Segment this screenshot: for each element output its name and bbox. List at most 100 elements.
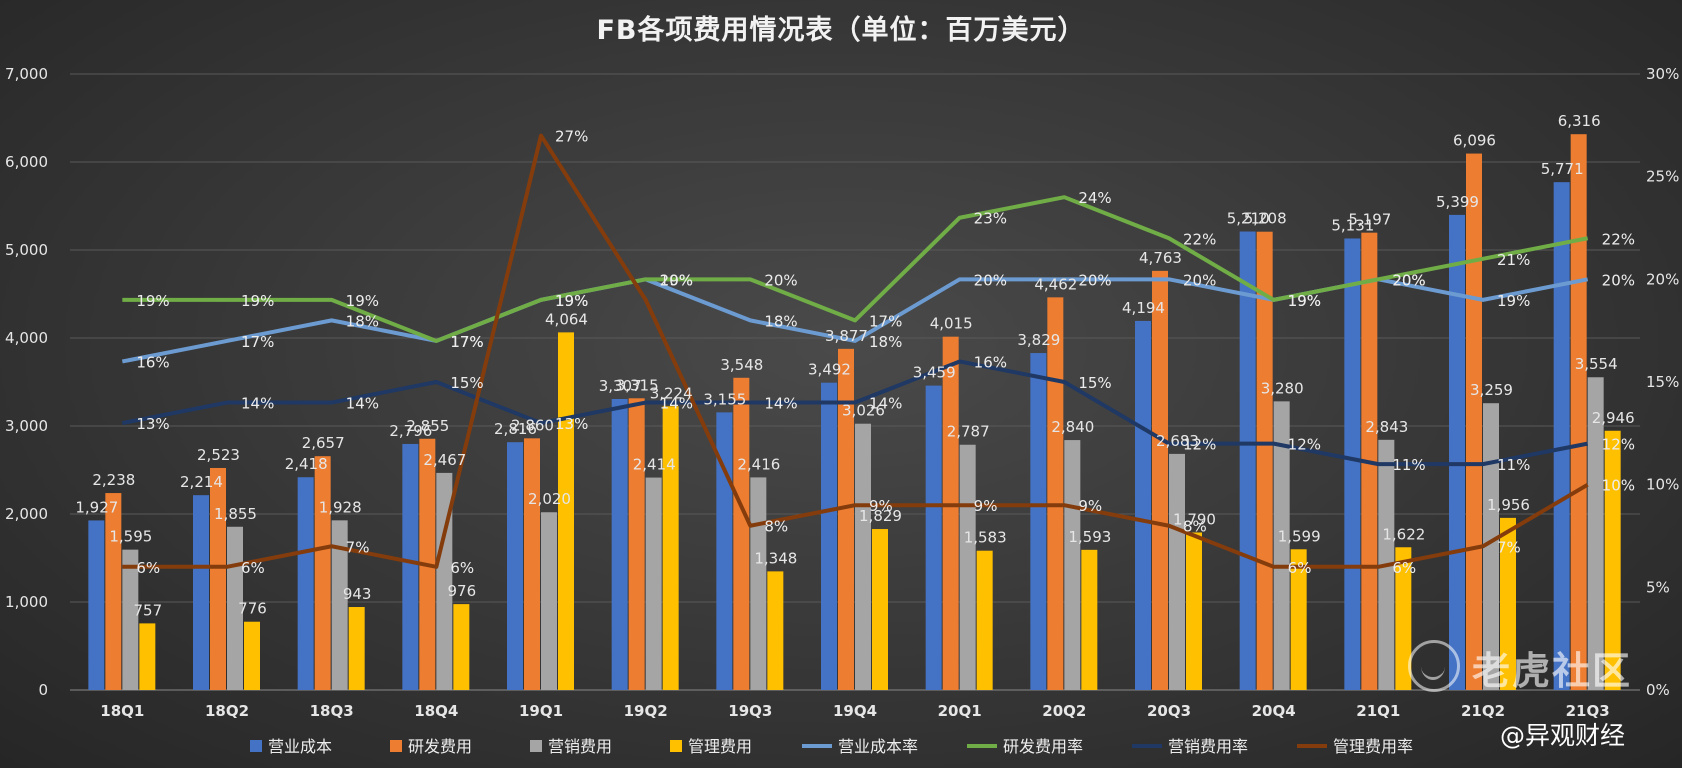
x-axis-tick-label: 19Q1: [519, 702, 563, 720]
bar-data-label: 5,197: [1348, 211, 1391, 229]
legend-swatch: [670, 740, 682, 752]
bar-data-label: 1,583: [964, 529, 1007, 547]
line-data-label: 27%: [555, 128, 588, 146]
legend-label: 营销费用: [548, 737, 612, 756]
bar: [1030, 353, 1047, 690]
line-data-label: 16%: [974, 353, 1007, 371]
bar: [1186, 532, 1202, 690]
bar: [1587, 377, 1604, 690]
bar-data-label: 2,523: [197, 446, 240, 464]
bar-data-label: 3,548: [720, 356, 763, 374]
bar-data-label: 2,238: [92, 471, 135, 489]
bar: [1604, 430, 1621, 690]
bar-data-label: 2,860: [511, 416, 554, 434]
bar: [645, 477, 662, 690]
bar: [1047, 297, 1064, 690]
y-axis-tick-label: 0: [38, 681, 48, 699]
y2-axis-tick-label: 25%: [1646, 168, 1679, 186]
bar: [1256, 231, 1273, 691]
series-line: [122, 133, 1589, 569]
bar: [1064, 440, 1081, 690]
bar: [855, 423, 871, 690]
x-axis-tick-label: 18Q1: [100, 702, 144, 720]
y-axis-tick-label: 3,000: [5, 417, 48, 435]
line-data-label: 20%: [1183, 271, 1216, 289]
legend-label: 研发费用: [408, 737, 472, 756]
line-data-label: 19%: [1497, 292, 1530, 310]
watermark-handle: @异观财经: [1500, 721, 1626, 750]
bar-data-label: 3,492: [808, 361, 851, 379]
bar: [976, 550, 993, 690]
bar-data-label: 2,840: [1051, 418, 1094, 436]
line-data-label: 20%: [1602, 271, 1635, 289]
chart-title: FB各项费用情况表（单位：百万美元）: [596, 15, 1086, 46]
bar-data-label: 2,843: [1365, 418, 1408, 436]
x-axis-tick-label: 18Q3: [310, 702, 354, 720]
bar: [925, 385, 942, 690]
bar: [838, 348, 854, 690]
bar-data-label: 3,224: [650, 384, 693, 402]
bar: [1290, 549, 1307, 690]
line-data-label: 6%: [241, 559, 265, 577]
line-data-label: 9%: [869, 497, 893, 515]
line-data-label: 6%: [1288, 559, 1312, 577]
line-data-label: 14%: [346, 395, 379, 413]
line-data-label: 8%: [1183, 518, 1207, 536]
bar: [1466, 153, 1482, 690]
line-data-label: 24%: [1078, 189, 1111, 207]
bar-data-label: 1,956: [1487, 496, 1530, 514]
bar-data-label: 1,622: [1382, 525, 1425, 543]
line-data-label: 20%: [660, 271, 693, 289]
bar: [1344, 238, 1361, 691]
y2-axis-tick-label: 0%: [1646, 681, 1670, 699]
bar-data-label: 3,829: [1017, 331, 1060, 349]
line-data-label: 10%: [1602, 477, 1635, 495]
bar: [942, 336, 959, 690]
line-data-label: 13%: [555, 415, 588, 433]
bar-data-label: 4,462: [1034, 275, 1077, 293]
bar: [88, 520, 105, 690]
bar: [105, 493, 122, 690]
line-layer: [121, 133, 1589, 569]
x-axis-tick-label: 19Q2: [624, 702, 668, 720]
bar-data-label: 776: [238, 600, 267, 618]
bar: [1273, 401, 1290, 690]
line-data-label: 15%: [1078, 374, 1111, 392]
line-data-label: 14%: [660, 395, 693, 413]
series-line: [122, 195, 1589, 343]
bar-data-label: 976: [448, 582, 477, 600]
bar-data-label: 5,210: [1227, 210, 1270, 228]
bar: [1500, 517, 1516, 690]
bar-data-label: 3,554: [1575, 355, 1618, 373]
line-data-label: 13%: [136, 415, 169, 433]
bar-data-label: 1,928: [319, 498, 362, 516]
x-axis-tick-label: 18Q4: [414, 702, 458, 720]
legend-swatch: [390, 740, 402, 752]
y2-axis-tick-label: 10%: [1646, 476, 1679, 494]
line-data-label: 20%: [1078, 271, 1111, 289]
bar-data-label: 2,020: [528, 490, 571, 508]
line-data-label: 14%: [869, 395, 902, 413]
bar-data-label: 5,399: [1436, 193, 1479, 211]
line-data-label: 20%: [1392, 271, 1425, 289]
line-data-label: 19%: [1288, 292, 1321, 310]
bar-data-label: 2,855: [406, 417, 449, 435]
bar-data-label: 1,790: [1173, 510, 1216, 528]
line-data-label: 12%: [1183, 436, 1216, 454]
bar-data-label: 6,316: [1558, 112, 1601, 130]
bar: [541, 512, 557, 690]
y2-axis-tick-label: 15%: [1646, 373, 1679, 391]
tiger-logo-icon: [1408, 640, 1460, 692]
bar: [453, 604, 470, 690]
line-data-label: 17%: [241, 333, 274, 351]
line-data-label: 19%: [555, 292, 588, 310]
bar-data-label: 2,214: [180, 473, 223, 491]
bar-data-label: 2,416: [737, 455, 780, 473]
bar: [436, 472, 453, 690]
line-data-label: 19%: [660, 271, 693, 289]
x-axis-tick-label: 20Q2: [1042, 702, 1086, 720]
line-data-label: 23%: [974, 210, 1007, 228]
line-data-label: 20%: [1392, 271, 1425, 289]
x-axis-tick-label: 20Q3: [1147, 702, 1191, 720]
x-axis-tick-label: 18Q2: [205, 702, 249, 720]
